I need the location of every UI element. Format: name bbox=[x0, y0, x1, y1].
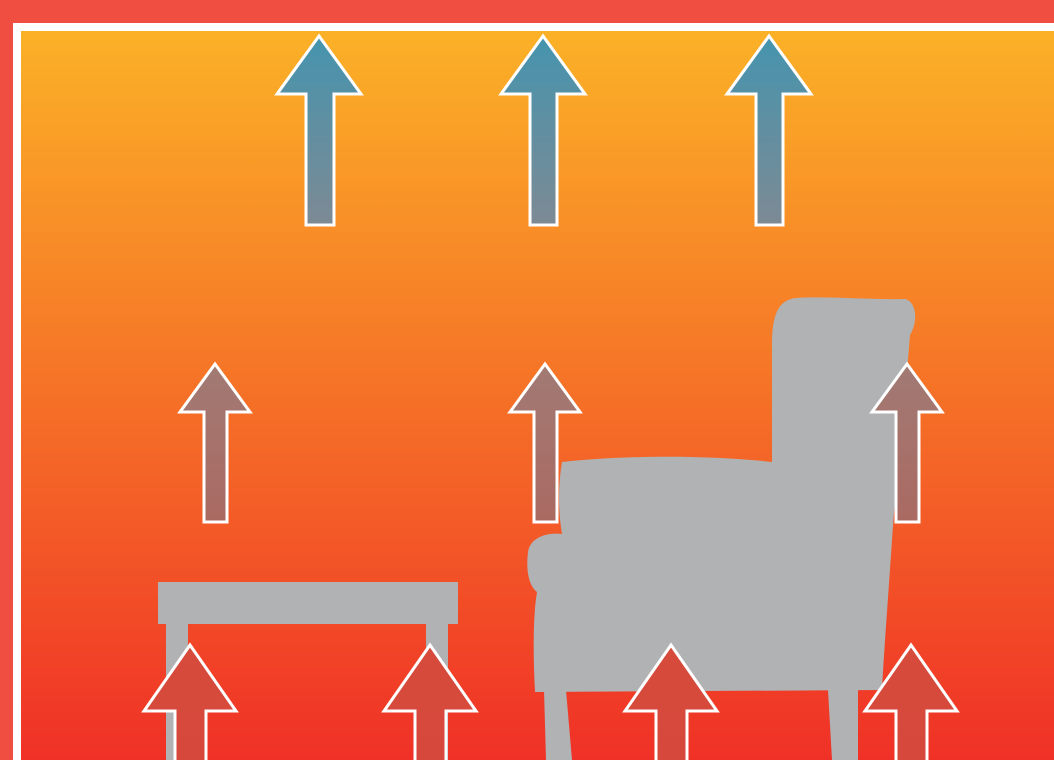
warm-air-up-arrow bbox=[381, 642, 479, 760]
armchair-leg-left bbox=[544, 690, 572, 760]
cool-air-up-arrow bbox=[724, 33, 814, 227]
coffee-table-top bbox=[158, 582, 458, 624]
rising-air-up-arrow bbox=[177, 361, 253, 524]
armchair-body bbox=[527, 297, 916, 692]
rising-air-up-arrow bbox=[869, 361, 945, 524]
armchair-leg-right bbox=[828, 690, 858, 760]
warm-air-up-arrow bbox=[141, 642, 239, 760]
warm-air-up-arrow bbox=[622, 642, 720, 760]
rising-air-up-arrow bbox=[507, 361, 583, 524]
cool-air-up-arrow bbox=[274, 33, 364, 227]
armchair-icon bbox=[527, 297, 916, 760]
cool-air-up-arrow bbox=[498, 33, 588, 227]
warm-air-up-arrow bbox=[862, 642, 960, 760]
